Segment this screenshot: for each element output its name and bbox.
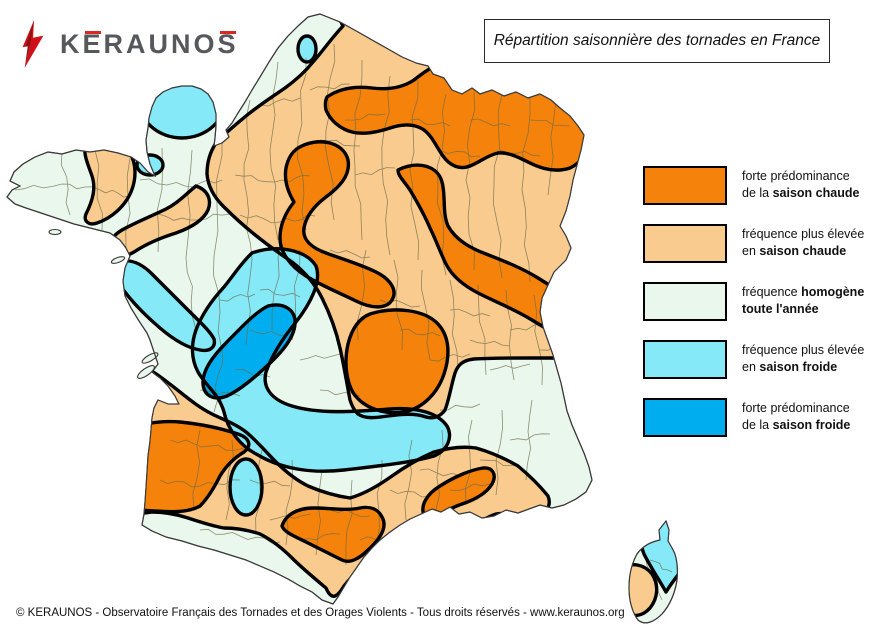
legend-swatch-warm-strong [643,166,727,205]
lightning-bolt-icon [22,20,44,68]
map-title: Répartition saisonnière des tornades en … [493,32,821,49]
island-belle-ile [48,228,62,236]
island-re [141,352,159,364]
legend-swatch-cold-strong [643,398,727,437]
legend-item-warm-high: fréquence plus élevée en saison chaude [643,224,864,263]
map-title-box: Répartition saisonnière des tornades en … [484,19,830,63]
legend-item-homogeneous: fréquence homogène toute l'année [643,282,864,321]
keraunos-logo: KERAUNOS [16,18,239,70]
island-oleron [137,365,155,379]
copyright-footer: © KERAUNOS - Observatoire Français des T… [16,607,625,619]
legend: forte prédominance de la saison chaude f… [643,166,864,456]
brand-name: KERAUNOS [60,28,239,59]
legend-swatch-warm-high [643,224,727,263]
legend-item-cold-high: fréquence plus élevée en saison froide [643,340,864,379]
legend-item-cold-strong: forte prédominance de la saison froide [643,398,864,437]
legend-swatch-cold-high [643,340,727,379]
legend-item-warm-strong: forte prédominance de la saison chaude [643,166,864,205]
island-noirmoutier [110,256,126,264]
land-base [6,13,678,624]
legend-swatch-homogeneous [643,282,727,321]
